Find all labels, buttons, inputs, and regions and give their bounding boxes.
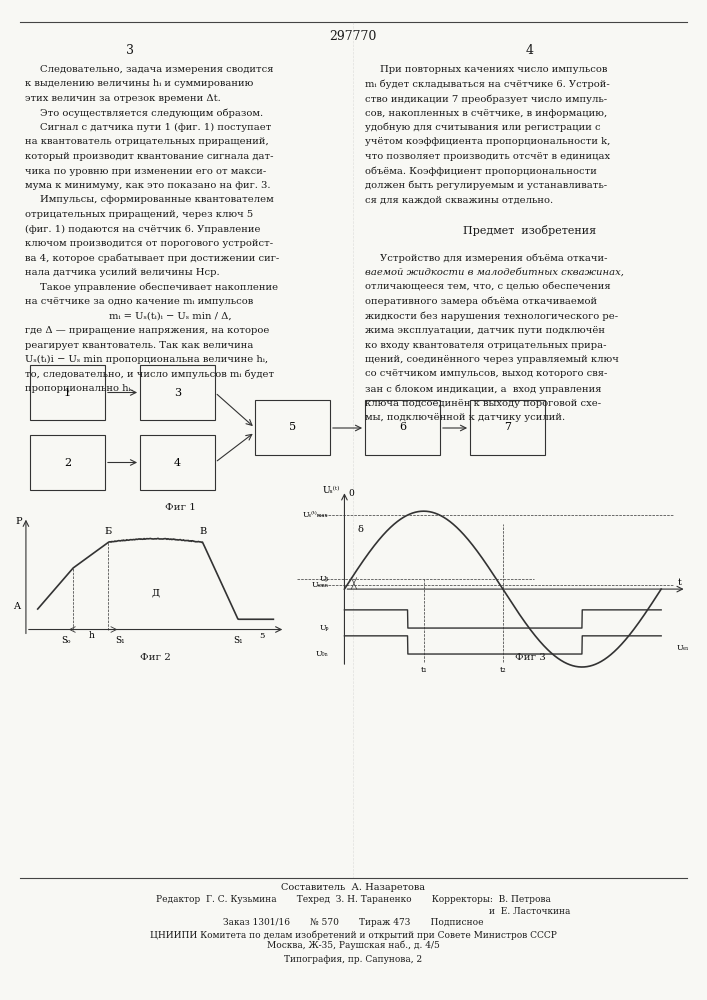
Text: 4: 4 — [526, 43, 534, 56]
Text: (фиг. 1) подаются на счётчик 6. Управление: (фиг. 1) подаются на счётчик 6. Управлен… — [25, 225, 260, 234]
Text: Заказ 1301/16       № 570       Тираж 473       Подписное: Заказ 1301/16 № 570 Тираж 473 Подписное — [223, 918, 484, 927]
Text: 1: 1 — [64, 387, 71, 397]
Text: Предмет  изобретения: Предмет изобретения — [463, 225, 597, 235]
Bar — [140, 365, 215, 420]
Text: на счётчике за одно качение mᵢ импульсов: на счётчике за одно качение mᵢ импульсов — [25, 297, 253, 306]
Text: к выделению величины hᵢ и суммированию: к выделению величины hᵢ и суммированию — [25, 80, 253, 89]
Text: нала датчика усилий величины Hср.: нала датчика усилий величины Hср. — [25, 268, 220, 277]
Text: mᵢ = Uₛ(tᵢ)ᵢ − Uₛ min / Δ,: mᵢ = Uₛ(tᵢ)ᵢ − Uₛ min / Δ, — [109, 312, 231, 320]
Text: Фиг 2: Фиг 2 — [139, 653, 170, 662]
Text: учётом коэффициента пропорциональности k,: учётом коэффициента пропорциональности k… — [365, 137, 610, 146]
Text: Uₛ(tᵢ)i − Uₛ min пропорциональна величине hᵢ,: Uₛ(tᵢ)i − Uₛ min пропорциональна величин… — [25, 355, 268, 364]
Text: Фиг 1: Фиг 1 — [165, 503, 195, 512]
Text: 7: 7 — [504, 422, 511, 432]
Text: пропорционально hᵢ.: пропорционально hᵢ. — [25, 384, 134, 393]
Text: Составитель  А. Назаретова: Составитель А. Назаретова — [281, 883, 425, 892]
Text: щений, соединённого через управляемый ключ: щений, соединённого через управляемый кл… — [365, 355, 619, 364]
Text: δ: δ — [357, 525, 363, 534]
Text: ва 4, которое срабатывает при достижении сиг-: ва 4, которое срабатывает при достижении… — [25, 253, 279, 263]
Text: ваемой жидкости в малодебитных скважинах,: ваемой жидкости в малодебитных скважинах… — [365, 268, 624, 277]
Text: где Δ — приращение напряжения, на которое: где Δ — приращение напряжения, на которо… — [25, 326, 269, 335]
Text: ключа подсоединён к выходу пороговой схе-: ключа подсоединён к выходу пороговой схе… — [365, 398, 601, 408]
Bar — [30, 435, 105, 490]
Text: ко входу квантователя отрицательных прира-: ко входу квантователя отрицательных прир… — [365, 340, 607, 350]
Text: 5: 5 — [289, 422, 296, 432]
Text: h: h — [89, 631, 95, 640]
Text: Д: Д — [151, 588, 160, 597]
Text: 2: 2 — [64, 458, 71, 468]
Text: жидкости без нарушения технологического ре-: жидкости без нарушения технологического … — [365, 312, 618, 321]
Text: Б: Б — [105, 527, 112, 536]
Text: 3: 3 — [174, 387, 181, 397]
Text: Uᵦ: Uᵦ — [320, 575, 329, 583]
Text: мы, подключённой к датчику усилий.: мы, подключённой к датчику усилий. — [365, 413, 565, 422]
Bar — [140, 435, 215, 490]
Text: отрицательных приращений, через ключ 5: отрицательных приращений, через ключ 5 — [25, 210, 253, 219]
Text: t₁: t₁ — [421, 666, 427, 674]
Text: Sₒ: Sₒ — [62, 636, 71, 645]
Text: Типография, пр. Сапунова, 2: Типография, пр. Сапунова, 2 — [284, 955, 422, 964]
Text: ство индикации 7 преобразует число импуль-: ство индикации 7 преобразует число импул… — [365, 94, 607, 104]
Text: S₁: S₁ — [233, 636, 243, 645]
Text: Это осуществляется следующим образом.: Это осуществляется следующим образом. — [40, 108, 263, 118]
Text: зан с блоком индикации, а  вход управления: зан с блоком индикации, а вход управлени… — [365, 384, 602, 393]
Bar — [255, 400, 330, 455]
Text: t₂: t₂ — [500, 666, 506, 674]
Text: жима эксплуатации, датчик пути подключён: жима эксплуатации, датчик пути подключён — [365, 326, 605, 335]
Text: Такое управление обеспечивает накопление: Такое управление обеспечивает накопление — [40, 282, 278, 292]
Text: должен быть регулируемым и устанавливать-: должен быть регулируемым и устанавливать… — [365, 181, 607, 190]
Bar — [30, 365, 105, 420]
Text: сов, накопленных в счётчике, в информацию,: сов, накопленных в счётчике, в информаци… — [365, 108, 607, 117]
Text: Москва, Ж-35, Раушская наб., д. 4/5: Москва, Ж-35, Раушская наб., д. 4/5 — [267, 941, 440, 950]
Text: Следовательно, задача измерения сводится: Следовательно, задача измерения сводится — [40, 65, 274, 74]
Text: 6: 6 — [399, 422, 406, 432]
Text: ключом производится от порогового устройст-: ключом производится от порогового устрой… — [25, 239, 273, 248]
Text: ся для каждой скважины отдельно.: ся для каждой скважины отдельно. — [365, 196, 553, 205]
Text: что позволяет производить отсчёт в единицах: что позволяет производить отсчёт в едини… — [365, 152, 610, 161]
Text: Сигнал с датчика пути 1 (фиг. 1) поступает: Сигнал с датчика пути 1 (фиг. 1) поступа… — [40, 123, 271, 132]
Text: мума к минимуму, как это показано на фиг. 3.: мума к минимуму, как это показано на фиг… — [25, 181, 271, 190]
Text: Uₛₘₙ: Uₛₘₙ — [312, 581, 329, 589]
Text: ЦНИИПИ Комитета по делам изобретений и открытий при Совете Министров СССР: ЦНИИПИ Комитета по делам изобретений и о… — [150, 930, 556, 940]
Text: Редактор  Г. С. Кузьмина       Техред  З. Н. Тараненко       Корректоры:  В. Пет: Редактор Г. С. Кузьмина Техред З. Н. Тар… — [156, 895, 551, 904]
Text: то, следовательно, и число импульсов mᵢ будет: то, следовательно, и число импульсов mᵢ … — [25, 369, 274, 379]
Text: на квантователь отрицательных приращений,: на квантователь отрицательных приращений… — [25, 137, 269, 146]
Text: удобную для считывания или регистрации с: удобную для считывания или регистрации с — [365, 123, 601, 132]
Text: Uₛ⁽ᵗ⁾ₘₐₓ: Uₛ⁽ᵗ⁾ₘₐₓ — [303, 511, 329, 519]
Text: U₀ₙ: U₀ₙ — [316, 650, 329, 658]
Text: Устройство для измерения объёма откачи-: Устройство для измерения объёма откачи- — [380, 253, 607, 263]
Text: и  Е. Ласточкина: и Е. Ласточкина — [489, 907, 571, 916]
Text: При повторных качениях число импульсов: При повторных качениях число импульсов — [380, 65, 607, 74]
Text: этих величин за отрезок времени Δt.: этих величин за отрезок времени Δt. — [25, 94, 221, 103]
Text: 3: 3 — [126, 43, 134, 56]
Text: реагирует квантователь. Так как величина: реагирует квантователь. Так как величина — [25, 340, 253, 350]
Text: чика по уровню при изменении его от макси-: чика по уровню при изменении его от макс… — [25, 166, 267, 176]
Text: Uₛₙ: Uₛₙ — [677, 644, 689, 652]
Text: t: t — [678, 578, 682, 587]
Text: 4: 4 — [174, 458, 181, 468]
Text: 297770: 297770 — [329, 30, 377, 43]
Text: Uₛ⁽ᵗ⁾: Uₛ⁽ᵗ⁾ — [323, 486, 341, 495]
Text: P: P — [16, 517, 22, 526]
Text: Фиг 3: Фиг 3 — [515, 653, 545, 662]
Text: отличающееся тем, что, с целью обеспечения: отличающееся тем, что, с целью обеспечен… — [365, 282, 611, 292]
Text: оперативного замера объёма откачиваемой: оперативного замера объёма откачиваемой — [365, 297, 597, 306]
Text: S₁: S₁ — [115, 636, 125, 645]
Text: объёма. Коэффициент пропорциональности: объёма. Коэффициент пропорциональности — [365, 166, 597, 176]
Text: mᵢ будет складываться на счётчике 6. Устрой-: mᵢ будет складываться на счётчике 6. Уст… — [365, 80, 609, 89]
Bar — [470, 400, 545, 455]
Text: Uₚ: Uₚ — [319, 624, 329, 632]
Text: со счётчиком импульсов, выход которого свя-: со счётчиком импульсов, выход которого с… — [365, 369, 607, 378]
Text: 0: 0 — [348, 489, 354, 498]
Text: 5: 5 — [259, 632, 264, 640]
Text: который производит квантование сигнала дат-: который производит квантование сигнала д… — [25, 152, 274, 161]
Text: В: В — [199, 527, 206, 536]
Text: A: A — [13, 602, 20, 611]
Text: Импульсы, сформированные квантователем: Импульсы, сформированные квантователем — [40, 196, 274, 205]
Bar — [365, 400, 440, 455]
